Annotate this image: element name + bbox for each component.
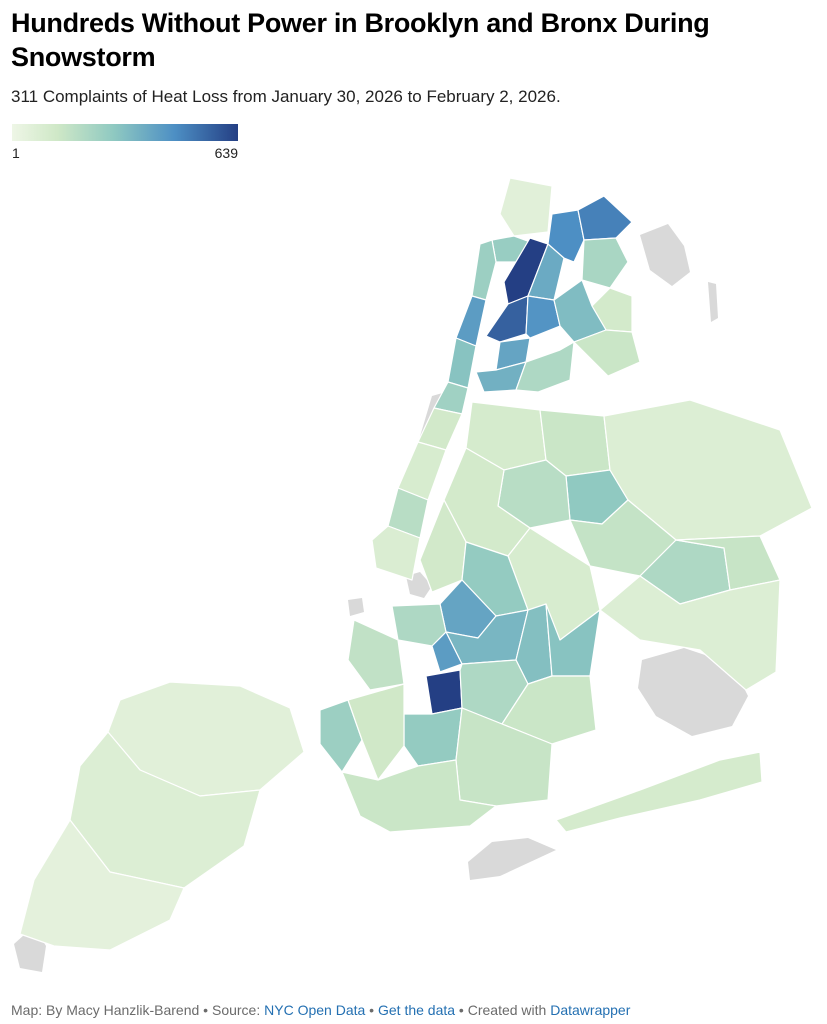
- region-staten-island-mid[interactable]: [69, 731, 261, 889]
- region-queens-southeast[interactable]: [599, 575, 781, 691]
- get-data-link[interactable]: Get the data: [377, 1002, 456, 1018]
- region-staten-island-south[interactable]: [19, 819, 185, 951]
- region-bronx-riverdale[interactable]: [499, 177, 553, 237]
- region-brooklyn-coney-island[interactable]: [341, 759, 497, 833]
- region-bronx-wakefield[interactable]: [577, 195, 633, 241]
- legend-min-label: 1: [12, 145, 20, 161]
- floyd-bennett-field: [468, 838, 556, 880]
- region-brooklyn-sunset-park[interactable]: [347, 619, 405, 691]
- chart-subtitle: 311 Complaints of Heat Loss from January…: [11, 87, 561, 106]
- region-brooklyn-bensonhurst[interactable]: [347, 683, 405, 781]
- region-manhattan-inwood[interactable]: [471, 239, 497, 301]
- chart-header: Hundreds Without Power in Brooklyn and B…: [11, 6, 816, 108]
- region-bronx-throgs-neck[interactable]: [573, 329, 641, 377]
- datawrapper-link[interactable]: Datawrapper: [550, 1002, 631, 1018]
- map-credit: Map: By Macy Hanzlik-Barend: [11, 1002, 200, 1018]
- legend-labels: 1 639: [12, 144, 238, 162]
- region-bronx-hunts-point[interactable]: [515, 341, 575, 393]
- region-brooklyn-bay-ridge[interactable]: [319, 699, 363, 773]
- jfk-airport: [638, 648, 748, 736]
- hart-island: [708, 282, 718, 322]
- region-brooklyn-midwood[interactable]: [403, 707, 463, 767]
- pelham-bay-park: [640, 224, 690, 286]
- region-queens-rockaway[interactable]: [555, 751, 763, 833]
- greenwood-cemetery: [348, 598, 364, 616]
- neighborhoods[interactable]: [19, 177, 813, 951]
- region-bronx-tremont[interactable]: [525, 295, 561, 339]
- source-link[interactable]: NYC Open Data: [264, 1002, 366, 1018]
- region-manhattan-downtown[interactable]: [371, 525, 421, 581]
- region-bronx-morris-heights[interactable]: [485, 295, 529, 343]
- legend-max-label: 639: [214, 145, 238, 161]
- legend-gradient-bar: [12, 124, 238, 141]
- chart-footer: Map: By Macy Hanzlik-Barend • Source: NY…: [11, 1001, 630, 1019]
- footer-separator-1: • Source:: [199, 1002, 265, 1018]
- region-brooklyn-flatbush[interactable]: [425, 669, 463, 715]
- footer-separator-3: • Created with: [455, 1002, 551, 1018]
- footer-separator-2: •: [365, 1002, 378, 1018]
- region-manhattan-washington-heights[interactable]: [455, 295, 487, 347]
- color-legend: 1 639: [12, 124, 238, 162]
- region-brooklyn-east-new-york[interactable]: [545, 603, 601, 677]
- region-bronx-co-op-city[interactable]: [581, 237, 629, 289]
- chart-title: Hundreds Without Power in Brooklyn and B…: [11, 8, 710, 72]
- region-manhattan-harlem[interactable]: [447, 337, 477, 389]
- choropleth-map[interactable]: [0, 160, 827, 995]
